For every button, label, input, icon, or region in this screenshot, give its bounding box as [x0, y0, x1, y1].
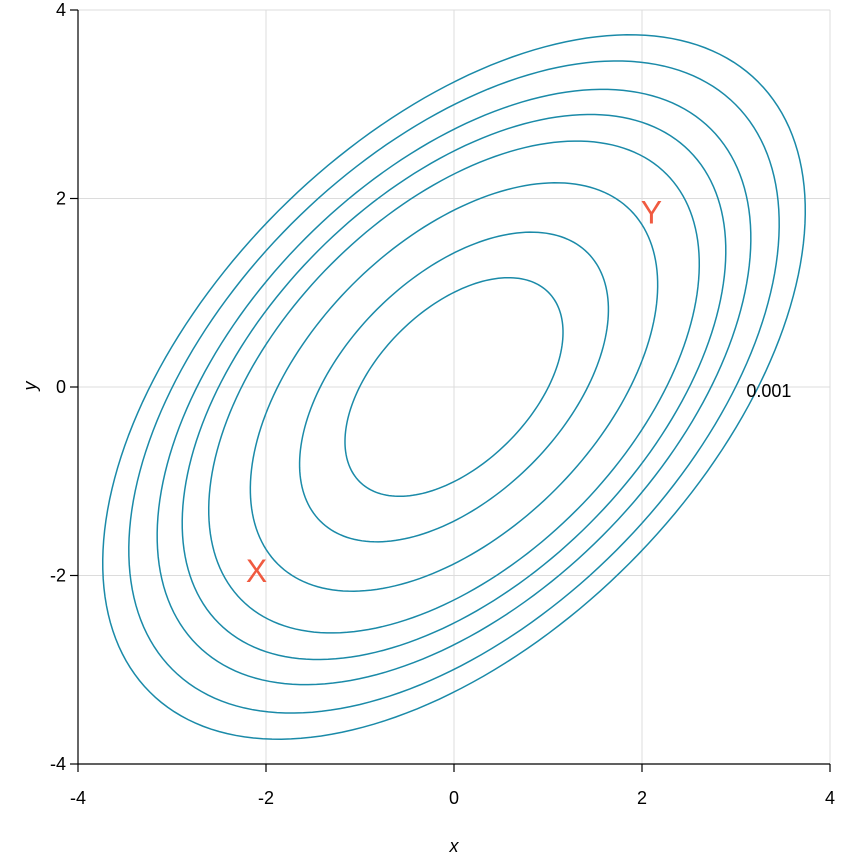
axes: -4 -2 0 2 4 -4 -2 0 2 4 [50, 0, 835, 808]
contour-line [128, 60, 780, 714]
contour-line [207, 140, 701, 634]
x-tick-label: -2 [258, 788, 274, 808]
x-tick-label: 4 [825, 788, 835, 808]
contour-level-label: 0.001 [746, 381, 791, 401]
grid [77, 9, 831, 765]
y-tick-label: -2 [50, 566, 66, 586]
contour-line [156, 88, 752, 686]
x-tick-label: 2 [637, 788, 647, 808]
y-axis-title: y [20, 381, 40, 393]
annotations: 0.001 X Y [246, 195, 791, 589]
contour-lines [101, 34, 807, 740]
contour-line [298, 231, 610, 543]
contour-line [249, 182, 659, 592]
point-marker-y: Y [641, 195, 662, 231]
x-axis-title: x [449, 836, 460, 856]
point-marker-x: X [246, 553, 267, 589]
contour-line [181, 113, 727, 661]
y-tick-label: -4 [50, 754, 66, 774]
y-tick-label: 4 [56, 0, 66, 20]
x-tick-label: 0 [449, 788, 459, 808]
contour-line [344, 276, 564, 498]
contour-line [101, 34, 807, 740]
x-tick-label: -4 [70, 788, 86, 808]
y-tick-label: 0 [56, 377, 66, 397]
y-tick-label: 2 [56, 189, 66, 209]
